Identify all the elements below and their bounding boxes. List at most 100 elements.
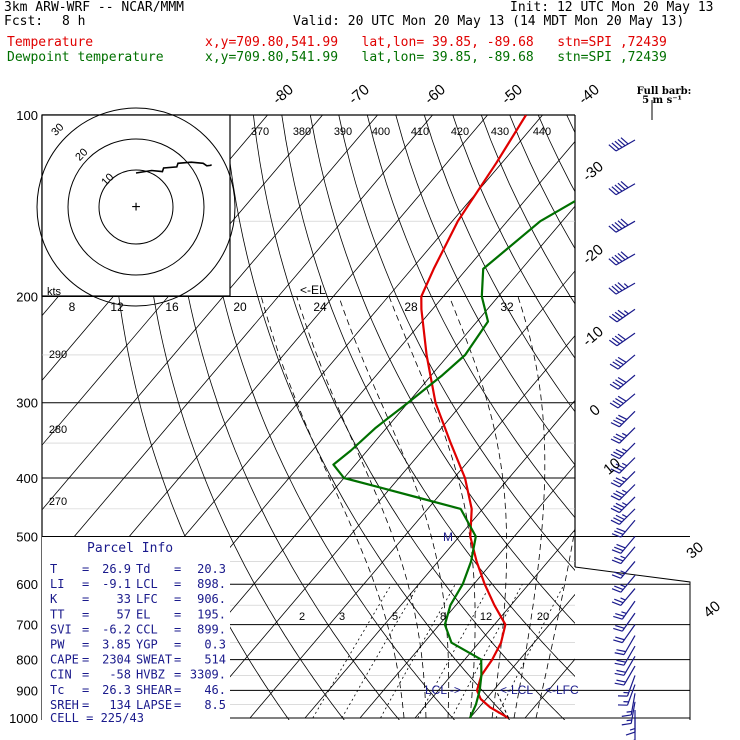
parcel-info-box [42,537,230,720]
isotherm-line [42,115,378,511]
dry-adiabat-line [138,115,345,720]
isotherm-line [359,464,575,719]
parcel-info-cell: 8.5 [204,698,226,712]
wind-barb [611,588,636,606]
wind-barb [608,180,636,196]
isotherm-line [580,115,740,718]
isotherm-line [42,115,323,446]
wind-barb [608,282,636,295]
wind-barb [611,519,636,538]
parcel-info-cell: = [82,683,89,697]
hodograph-ring [98,169,174,245]
speed-axis-label: 12 [110,300,124,314]
pressure-tick-label: 700 [16,618,38,633]
wind-barb [621,701,636,726]
speed-axis-label: 8 [69,300,76,314]
pressure-tick-label: 500 [16,529,38,544]
parcel-info-cell: Tc [50,683,64,697]
isotherm-label: -70 [345,81,373,108]
moist-adiabat-line [448,296,508,719]
theta-label: 430 [491,126,509,138]
el-marker: <-EL [300,283,326,297]
parcel-info-cell: HVBZ [136,668,165,682]
moist-adiabat-line [296,296,427,719]
wind-barb [610,496,636,514]
wind-barb [611,536,636,554]
hodograph-origin-icon: + [131,199,140,216]
parcel-info-cell: 26.9 [102,562,131,576]
parcel-info-cell: = [174,668,181,682]
isotherm-label: -60 [421,81,449,108]
parcel-info-cell: TT [50,607,64,621]
mixing-ratio-line [417,584,491,719]
parcel-info-cell: CAPE [50,653,79,667]
isotherm-label: 40 [700,598,724,622]
dewpoint-legend: Dewpoint temperature [7,50,164,65]
parcel-info-cell: = [82,638,89,652]
dry-adiabat-line [566,115,575,134]
theta-label: 400 [372,126,390,138]
lcl-marker: <-LCL [500,683,533,697]
isotherm-label: 30 [683,539,707,563]
speed-axis-label: 32 [500,300,514,314]
isotherm-label: -30 [579,158,607,185]
parcel-info-cell: 3309. [190,668,226,682]
parcel-info-cell: 906. [197,592,226,606]
dewpoint-location: x,y=709.80,541.99 lat,lon= 39.85, -89.68… [205,50,667,65]
pressure-tick-label: 800 [16,653,38,668]
mixing-ratio-label: 8 [440,611,446,623]
isotherm-label: -20 [579,241,607,268]
parcel-info-cell: K [50,592,58,606]
parcel-info-cell: -9.1 [102,577,131,591]
parcel-info-cell: = [82,577,89,591]
parcel-info-cell: = [174,592,181,606]
parcel-info-cell: CIN [50,668,72,682]
parcel-info-cell: 899. [197,622,226,636]
dry-adiabat-line [167,115,400,720]
barb-legend-units: 5 m s⁻¹ [642,95,682,106]
parcel-info-cell: = [82,622,89,636]
parcel-info-cell: LAPSE [136,698,172,712]
isotherm-label: -50 [498,81,526,108]
isotherm-label: -10 [579,323,607,350]
parcel-info-cell: SVI [50,622,72,636]
lcl-marker: LCL -> [425,683,461,697]
wind-barb [625,710,636,736]
dewpoint-profile [332,199,575,719]
wind-barb [609,332,636,347]
hodograph-ring [36,107,236,307]
parcel-path [495,690,509,719]
mixing-ratio-line [495,584,565,719]
theta-label: 380 [293,126,311,138]
moist-adiabat-line [513,296,546,719]
wind-barb [610,470,636,488]
wind-barb [610,427,636,444]
parcel-info-cell: = [174,562,181,576]
wind-barb [614,655,636,676]
parcel-info-cell: = [82,698,89,712]
mixing-ratio-layer [312,583,565,719]
speed-axis-label: 16 [165,300,179,314]
isotherm-label: -40 [575,81,603,108]
dry-adiabat-line [309,115,575,624]
wind-barb [614,645,636,666]
init-time: Init: 12 UTC Mon 20 May 13 [510,0,714,15]
temperature-location: x,y=709.80,541.99 lat,lon= 39.85, -89.68… [205,35,667,50]
parcel-info-cell: 0.3 [204,638,226,652]
parcel-info-cell: SHEAR [136,683,173,697]
parcel-info-cell: T [50,562,57,576]
wind-barb [613,624,636,644]
wind-barb [610,442,636,460]
forecast-label: Fcst: [4,14,44,29]
pressure-tick-label: 600 [16,577,38,592]
adiabat-label: 280 [49,424,67,436]
wind-barb [614,665,636,686]
isotherm-line [194,270,575,719]
mixing-ratio-label: 12 [480,611,492,623]
pressure-tick-label: 900 [16,683,38,698]
parcel-info-cell: 46. [204,683,226,697]
dry-adiabat-line [366,115,575,519]
mixing-ratio-label: 5 [392,611,398,623]
parcel-info-cell: = [82,562,89,576]
lcl-marker: <-LFC [545,683,579,697]
